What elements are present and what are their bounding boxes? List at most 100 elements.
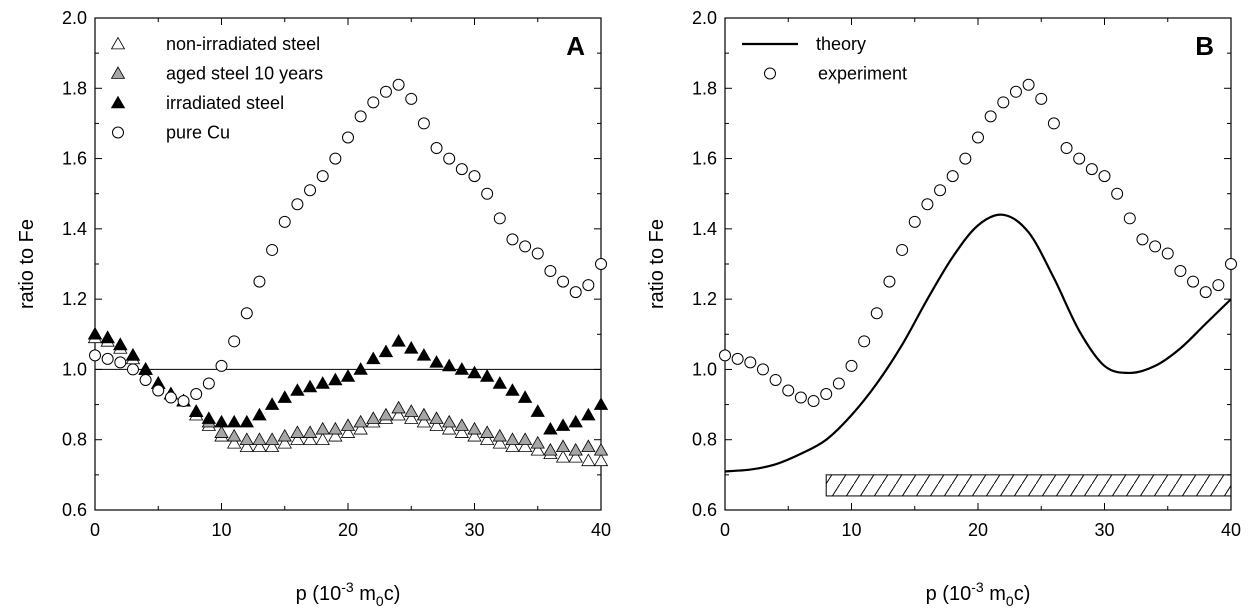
data-point <box>391 407 406 421</box>
data-point <box>719 349 731 362</box>
data-point <box>794 391 807 404</box>
legend-label: irradiated steel <box>166 93 284 113</box>
x-tick-label: 30 <box>1094 520 1114 540</box>
series-pure-cu <box>89 78 607 408</box>
data-point <box>1149 240 1162 253</box>
data-point <box>1073 152 1086 165</box>
data-point <box>959 152 972 165</box>
data-point <box>896 243 909 256</box>
y-tick-label: 0.6 <box>692 500 717 520</box>
data-point <box>416 407 432 421</box>
legend-swatch <box>112 126 124 139</box>
data-point <box>228 335 241 348</box>
data-point <box>378 407 394 421</box>
data-point <box>543 421 558 435</box>
data-point <box>87 326 103 340</box>
data-point <box>416 348 432 361</box>
data-point <box>126 363 139 376</box>
data-point <box>756 363 769 376</box>
data-point <box>442 358 457 372</box>
data-point <box>367 96 380 109</box>
data-point <box>252 432 267 445</box>
data-point <box>946 170 959 183</box>
data-point <box>1009 85 1022 98</box>
data-point <box>266 243 279 256</box>
data-point <box>921 198 934 211</box>
panel-b: 0.6 0.8 1.0 1.2 1.4 1.6 1.8 2.0 0 10 20 30 40 p (10-3… <box>646 8 1241 609</box>
y-tick-label: 1.4 <box>62 219 87 239</box>
data-point <box>845 359 858 372</box>
data-point <box>492 435 507 449</box>
y-axis-label: ratio to Fe <box>16 219 38 309</box>
series-irradiated-steel <box>87 326 609 435</box>
data-point <box>1111 187 1124 200</box>
data-point <box>517 439 533 453</box>
legend-swatch <box>110 66 126 79</box>
data-point <box>807 395 820 408</box>
data-point <box>329 152 342 165</box>
data-point <box>481 187 494 200</box>
data-point <box>353 362 368 375</box>
data-point <box>240 307 253 320</box>
x-tick-label: 40 <box>591 520 611 540</box>
data-point <box>302 379 318 393</box>
data-point <box>253 275 266 288</box>
data-point <box>595 258 607 270</box>
data-point <box>252 439 267 453</box>
data-point <box>302 432 318 445</box>
x-tick-label: 20 <box>338 520 358 540</box>
series-line <box>724 213 1232 473</box>
data-point <box>366 411 381 424</box>
y-tick-label: 1.4 <box>692 219 717 239</box>
data-point <box>226 428 242 442</box>
data-point <box>353 414 368 428</box>
legend-entry: aged steel 10 years <box>110 64 323 84</box>
data-point <box>101 352 114 365</box>
data-point <box>1174 265 1187 278</box>
data-point <box>215 359 228 372</box>
data-point <box>820 388 833 401</box>
data-point <box>544 265 557 278</box>
data-point <box>832 377 845 390</box>
data-point <box>454 425 470 438</box>
data-point <box>392 78 405 91</box>
data-point <box>479 432 495 445</box>
data-point <box>430 142 443 155</box>
data-point <box>404 411 419 424</box>
data-point <box>342 131 354 144</box>
data-point <box>1225 258 1237 270</box>
data-point <box>416 414 432 428</box>
data-point <box>744 356 757 369</box>
data-point <box>226 414 242 428</box>
y-tick-label: 1.6 <box>692 149 717 169</box>
y-tick-label: 0.8 <box>62 430 87 450</box>
data-point <box>291 198 304 211</box>
data-point <box>492 428 507 442</box>
data-point <box>139 373 152 386</box>
data-point <box>290 425 305 438</box>
data-point <box>769 373 782 386</box>
data-point <box>340 418 356 431</box>
data-point <box>593 442 609 456</box>
data-point <box>328 372 343 386</box>
x-tick-label: 0 <box>720 520 730 540</box>
data-point <box>517 390 533 403</box>
data-point <box>125 348 141 361</box>
data-point <box>378 344 394 358</box>
legend-entry: pure Cu <box>112 123 230 143</box>
legend-label: aged steel 10 years <box>166 64 323 84</box>
data-point <box>239 414 254 428</box>
data-point <box>302 425 318 438</box>
data-point <box>379 85 392 98</box>
panel-letter: B <box>1195 31 1214 61</box>
data-point <box>429 411 444 424</box>
y-tick-label: 2.0 <box>62 8 87 28</box>
y-axis-label: ratio to Fe <box>646 219 668 309</box>
data-point <box>201 411 217 424</box>
data-point <box>997 96 1010 109</box>
data-point <box>493 212 506 225</box>
y-tick-label: 1.8 <box>692 78 717 98</box>
data-point <box>581 439 596 453</box>
data-point <box>315 376 330 389</box>
data-point <box>277 428 292 442</box>
